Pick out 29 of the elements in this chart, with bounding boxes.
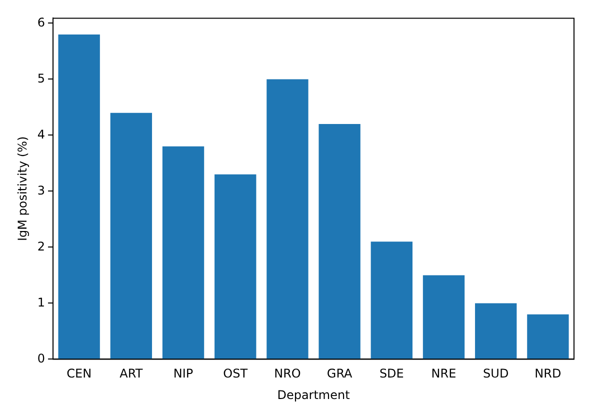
bar <box>162 146 204 359</box>
y-tick-label: 2 <box>37 239 46 254</box>
bar <box>266 79 308 359</box>
x-tick-label: NIP <box>173 366 194 381</box>
bar <box>370 242 412 359</box>
x-tick-label: SUD <box>483 366 509 381</box>
y-axis-title: IgM positivity (%) <box>15 136 30 242</box>
y-tick-label: 1 <box>37 295 46 310</box>
bar <box>527 314 569 359</box>
x-tick-label: CEN <box>66 366 92 381</box>
x-tick-label: OST <box>223 366 248 381</box>
y-tick-label: 3 <box>37 183 46 198</box>
y-tick-label: 6 <box>37 15 46 30</box>
bar <box>422 275 465 359</box>
x-tick-label: NRO <box>274 366 301 381</box>
bar <box>110 112 152 359</box>
bar <box>475 303 517 359</box>
x-axis-title: Department <box>277 388 350 402</box>
x-tick-label: NRE <box>431 366 456 381</box>
y-tick-label: 4 <box>37 127 46 142</box>
bar <box>58 34 100 359</box>
bar <box>318 124 360 359</box>
x-tick-label: SDE <box>379 366 404 381</box>
bar <box>214 174 256 359</box>
x-tick-label: GRA <box>326 366 354 381</box>
x-tick-label: NRD <box>534 366 562 381</box>
x-tick-label: ART <box>120 366 144 381</box>
y-tick-label: 5 <box>37 71 46 86</box>
y-tick-label: 0 <box>37 351 46 366</box>
